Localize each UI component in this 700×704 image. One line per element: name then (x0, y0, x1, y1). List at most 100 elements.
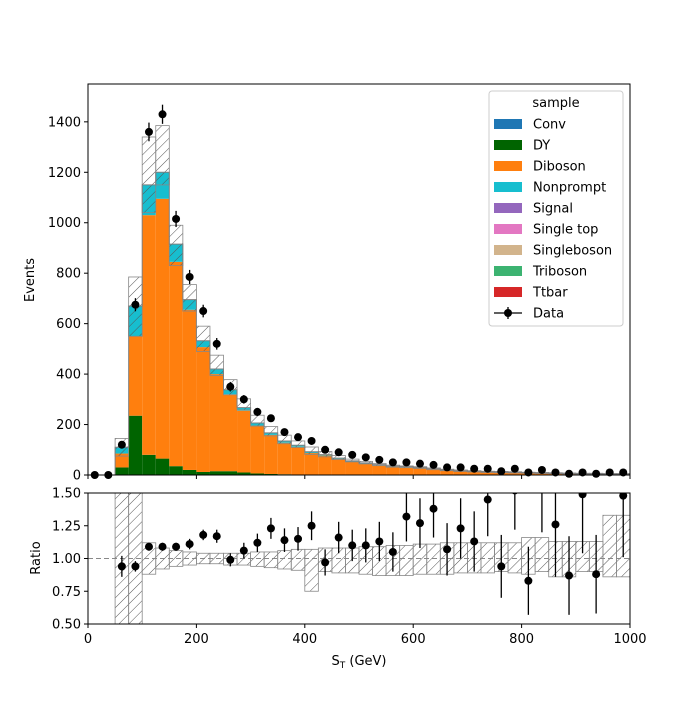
ratio-point-13 (294, 535, 302, 543)
legend-swatch-3 (494, 182, 522, 192)
legend-swatch-6 (494, 245, 522, 255)
bar-diboson-6 (169, 262, 183, 466)
main-y-tick-label-3: 600 (56, 317, 81, 332)
data-point-5 (159, 110, 167, 118)
bar-diboson-15 (291, 447, 305, 475)
ratio-band-bin-29 (481, 543, 495, 573)
bar-dy-5 (156, 459, 170, 475)
ratio-point-14 (308, 522, 316, 530)
ratio-point-17 (348, 541, 356, 549)
ratio-point-11 (267, 524, 275, 532)
bar-diboson-23 (400, 467, 414, 475)
ratio-band-bin-25 (427, 544, 441, 574)
bar-dy-6 (169, 466, 183, 475)
bar-diboson-19 (345, 462, 359, 475)
bar-diboson-18 (332, 459, 346, 475)
ratio-point-27 (484, 496, 492, 504)
x-axis-label: ST (GeV) (331, 654, 386, 671)
ratio-point-25 (457, 524, 465, 532)
data-point-13 (267, 414, 275, 422)
main-y-tick-label-5: 1000 (48, 216, 81, 231)
legend-swatch-7 (494, 266, 522, 276)
ratio-band-bin-13 (264, 552, 278, 568)
data-point-8 (199, 307, 207, 315)
data-point-2 (118, 441, 126, 449)
ratio-y-tick-label-0: 0.50 (52, 618, 81, 633)
bar-diboson-3 (129, 336, 143, 415)
legend-label-6: Singleboson (533, 244, 612, 259)
main-y-tick-label-0: 0 (73, 469, 81, 484)
ratio-point-5 (186, 540, 194, 548)
unc-bin-4 (142, 137, 156, 213)
x-tick-label-0: 0 (84, 632, 92, 647)
data-point-28 (470, 465, 478, 473)
data-point-9 (213, 340, 221, 348)
ratio-point-34 (579, 490, 587, 498)
legend-label-5: Single top (533, 223, 598, 238)
ratio-point-31 (538, 482, 546, 490)
data-point-29 (484, 465, 492, 473)
ratio-point-8 (226, 556, 234, 564)
bar-diboson-5 (156, 199, 170, 459)
legend-label-1: DY (533, 139, 550, 154)
data-point-7 (186, 273, 194, 281)
legend-title: sample (532, 96, 579, 111)
legend-swatch-5 (494, 224, 522, 234)
legend-swatch-1 (494, 140, 522, 150)
data-point-31 (511, 465, 519, 473)
data-point-25 (430, 461, 438, 469)
ratio-point-15 (321, 558, 329, 566)
main-y-axis-label: Events (23, 258, 38, 302)
bar-diboson-14 (278, 443, 292, 475)
legend-swatch-4 (494, 203, 522, 213)
unc-bin-12 (251, 415, 265, 426)
data-point-19 (348, 451, 356, 459)
main-x-axis-ticks (88, 475, 630, 479)
ratio-point-32 (551, 520, 559, 528)
legend-label-2: Diboson (533, 160, 586, 175)
bar-dy-4 (142, 455, 156, 475)
legend-label-0: Conv (533, 118, 566, 133)
unc-bin-13 (264, 427, 278, 436)
ratio-y-tick-label-2: 1.00 (52, 552, 81, 567)
legend-label-3: Nonprompt (533, 181, 606, 196)
data-point-12 (253, 408, 261, 416)
ratio-point-24 (443, 545, 451, 553)
ratio-band-bin-12 (251, 552, 265, 566)
ratio-band-bin-14 (278, 551, 292, 569)
bar-diboson-12 (251, 426, 265, 474)
ratio-point-3 (159, 543, 167, 551)
ratio-point-30 (524, 577, 532, 585)
data-point-11 (240, 395, 248, 403)
data-point-35 (565, 470, 573, 478)
unc-bin-7 (183, 285, 197, 311)
ratio-y-tick-label-3: 1.25 (52, 519, 81, 534)
bar-diboson-22 (386, 467, 400, 475)
data-point-10 (226, 383, 234, 391)
unc-bin-9 (210, 355, 224, 375)
ratio-point-0 (118, 562, 126, 570)
data-point-21 (375, 456, 383, 464)
unc-bin-15 (291, 441, 305, 448)
data-point-33 (538, 466, 546, 474)
data-point-37 (592, 470, 600, 478)
unc-bin-14 (278, 435, 292, 444)
data-point-20 (362, 453, 370, 461)
legend-swatch-0 (494, 119, 522, 129)
x-tick-label-1: 200 (184, 632, 209, 647)
ratio-point-2 (145, 543, 153, 551)
main-y-tick-label-2: 400 (56, 368, 81, 383)
ratio-point-1 (131, 562, 139, 570)
ratio-band-bin-23 (400, 545, 414, 575)
bar-diboson-20 (359, 463, 373, 474)
ratio-y-tick-label-4: 1.50 (52, 487, 81, 502)
bar-dy-2 (115, 467, 129, 475)
legend-data-marker (504, 309, 512, 317)
x-tick-label-3: 600 (401, 632, 426, 647)
ratio-point-33 (565, 572, 573, 580)
data-point-30 (497, 467, 505, 475)
unc-bin-6 (169, 225, 183, 265)
ratio-point-12 (280, 536, 288, 544)
